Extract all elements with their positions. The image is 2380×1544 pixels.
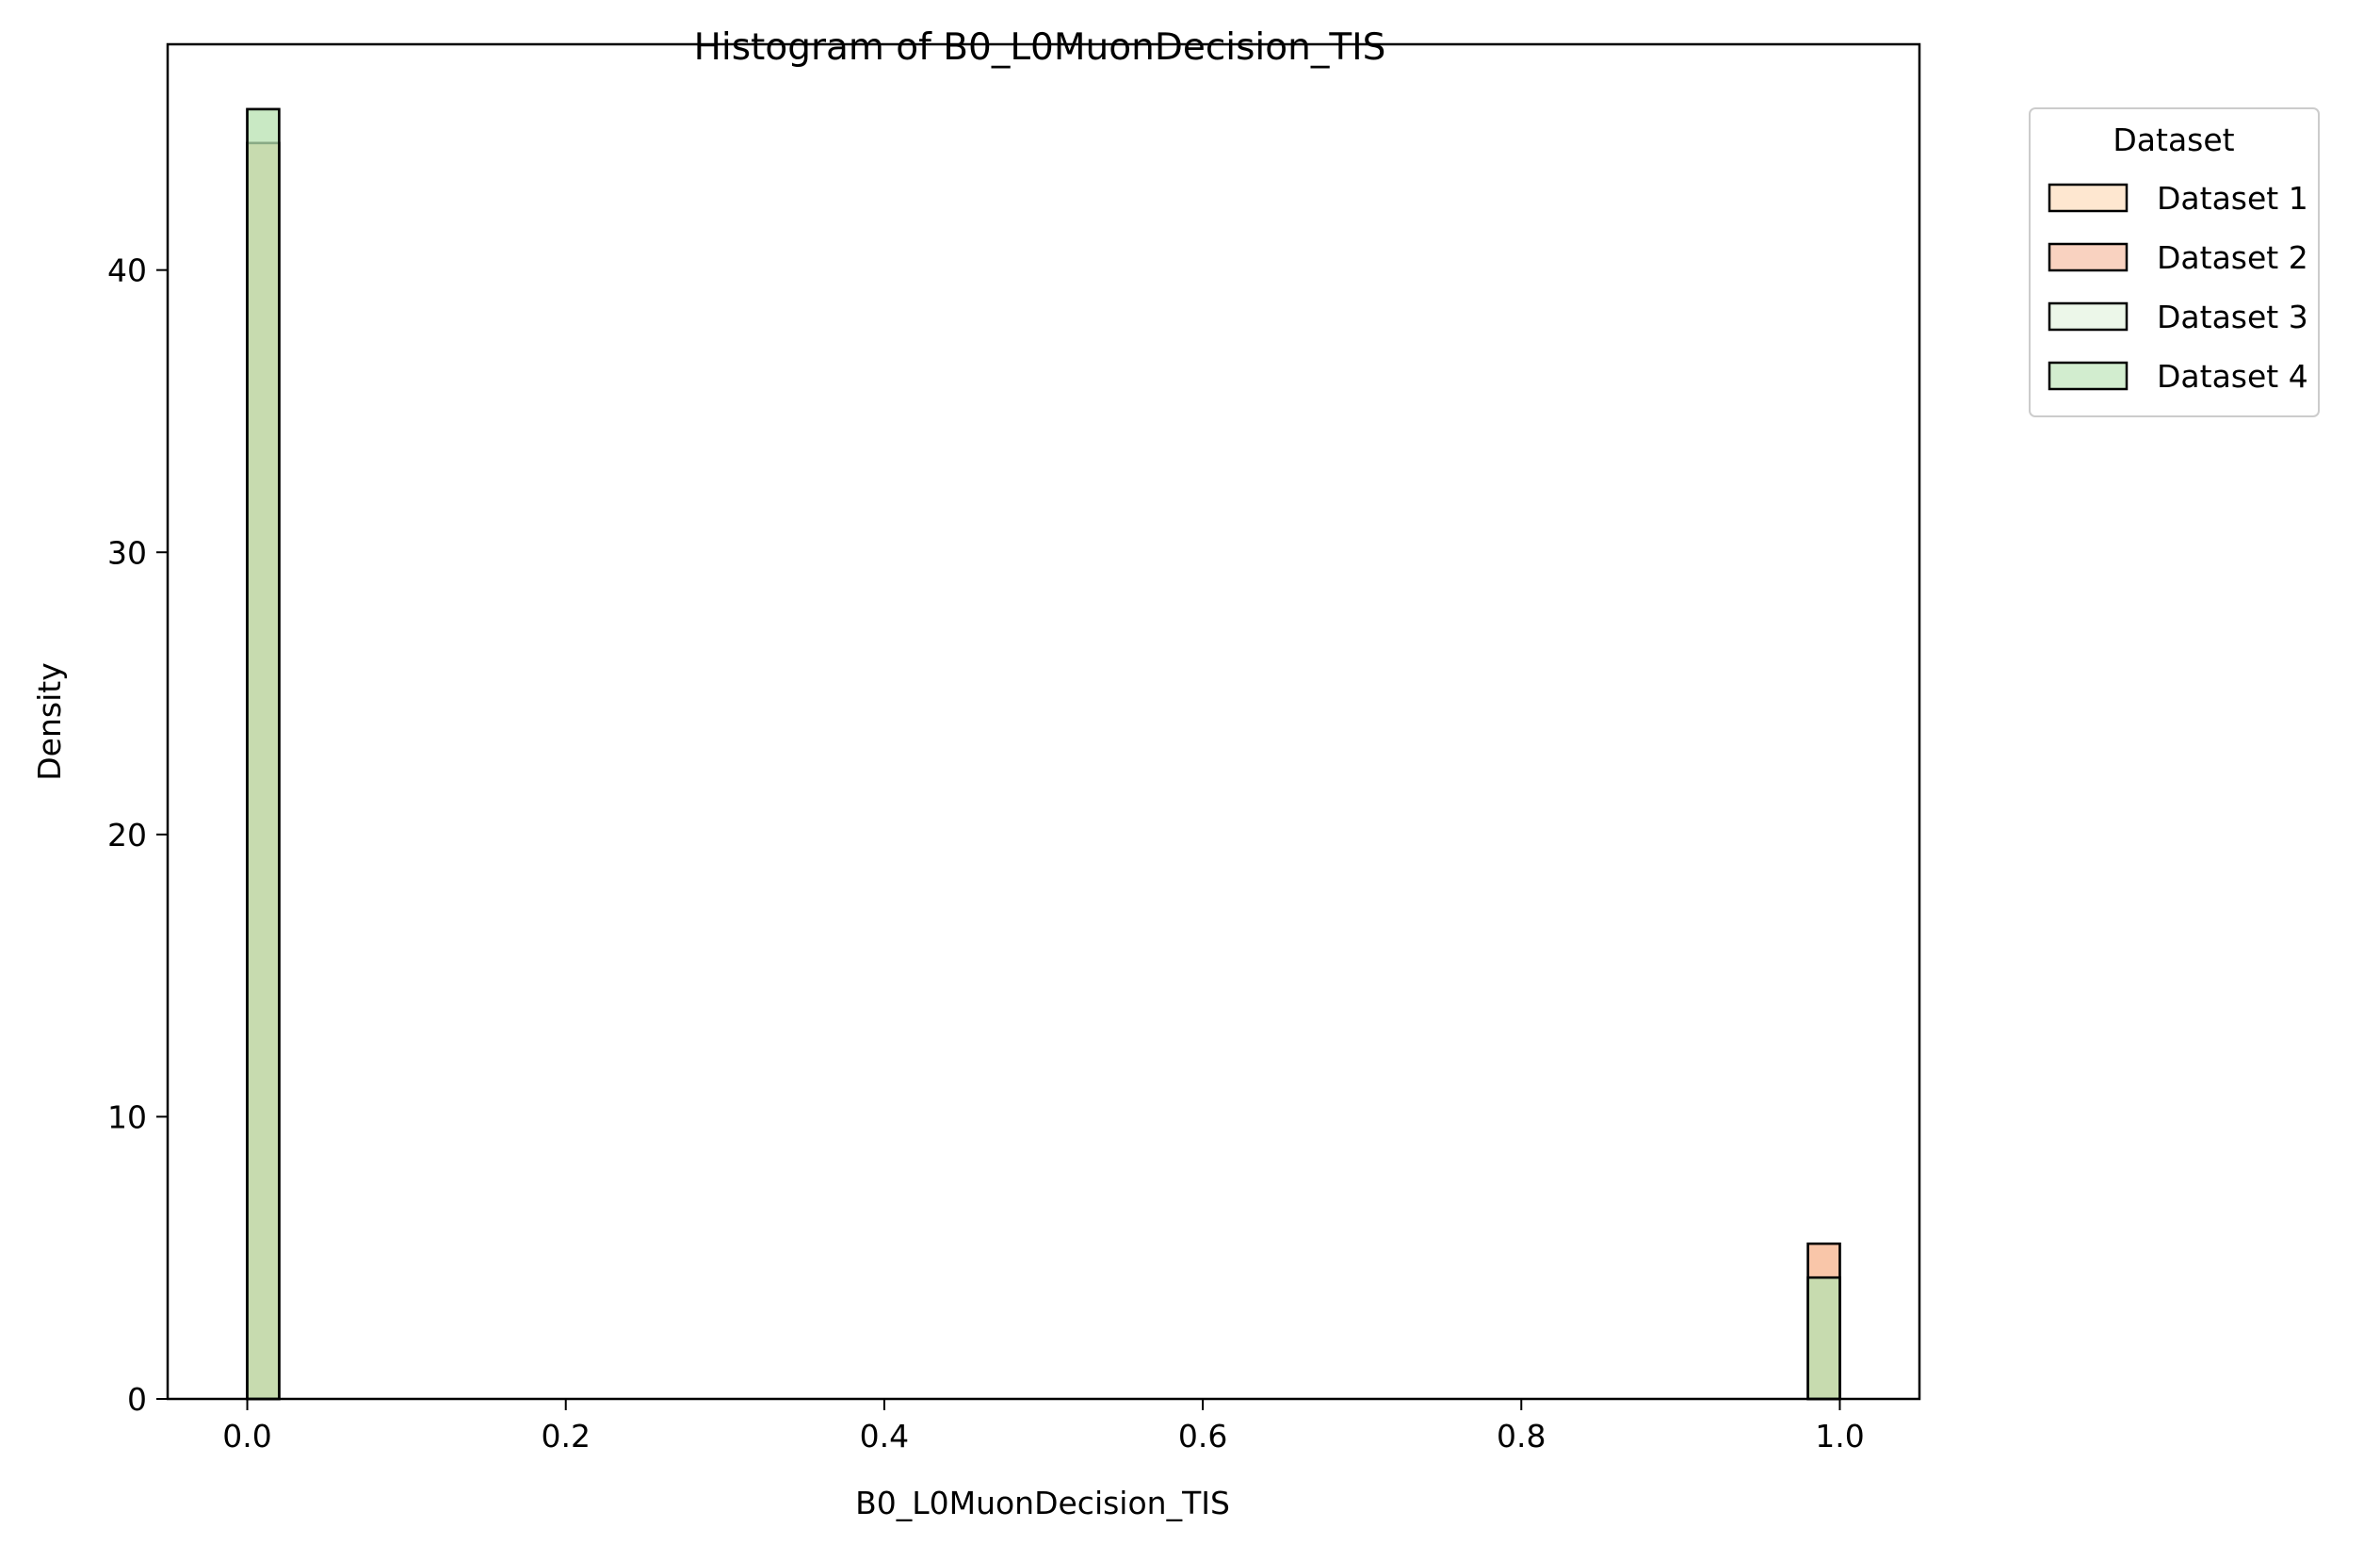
legend-label: Dataset 2 xyxy=(2157,239,2308,276)
y-axis-label: Density xyxy=(31,662,68,780)
bars-layer xyxy=(246,107,1841,1401)
y-tick-label: 10 xyxy=(107,1098,147,1135)
y-tick-label: 0 xyxy=(127,1381,147,1418)
legend-title: Dataset xyxy=(2113,122,2234,158)
y-tick-label: 30 xyxy=(107,534,147,571)
legend-swatch xyxy=(2048,301,2129,332)
x-tick-label: 0.0 xyxy=(222,1418,271,1455)
x-tick-label: 0.6 xyxy=(1178,1418,1227,1455)
chart-title: Histogram of B0_L0MuonDecision_TIS xyxy=(694,26,1386,69)
legend-label: Dataset 3 xyxy=(2157,299,2308,335)
x-tick-label: 0.4 xyxy=(860,1418,909,1455)
y-tick-label: 40 xyxy=(107,252,147,289)
histogram-bar xyxy=(1806,1276,1841,1401)
x-axis-label: B0_L0MuonDecision_TIS xyxy=(855,1485,1230,1521)
plot-frame xyxy=(166,42,1921,1401)
legend-label: Dataset 4 xyxy=(2157,358,2308,395)
x-axis-ticks: 0.0 0.2 0.4 0.6 0.8 1.0 xyxy=(222,1399,1865,1455)
histogram-bar xyxy=(246,107,281,1401)
y-tick-label: 20 xyxy=(107,817,147,853)
legend-swatch xyxy=(2048,242,2129,272)
y-axis-ticks: 0 10 20 30 40 xyxy=(107,252,168,1418)
legend-swatch xyxy=(2048,183,2129,213)
legend-label: Dataset 1 xyxy=(2157,180,2308,217)
x-tick-label: 0.8 xyxy=(1497,1418,1546,1455)
x-tick-label: 1.0 xyxy=(1815,1418,1864,1455)
legend-swatch xyxy=(2048,361,2129,391)
legend-items: Dataset 1 Dataset 2 Dataset 3 Dataset 4 xyxy=(2048,180,2308,395)
x-tick-label: 0.2 xyxy=(541,1418,590,1455)
